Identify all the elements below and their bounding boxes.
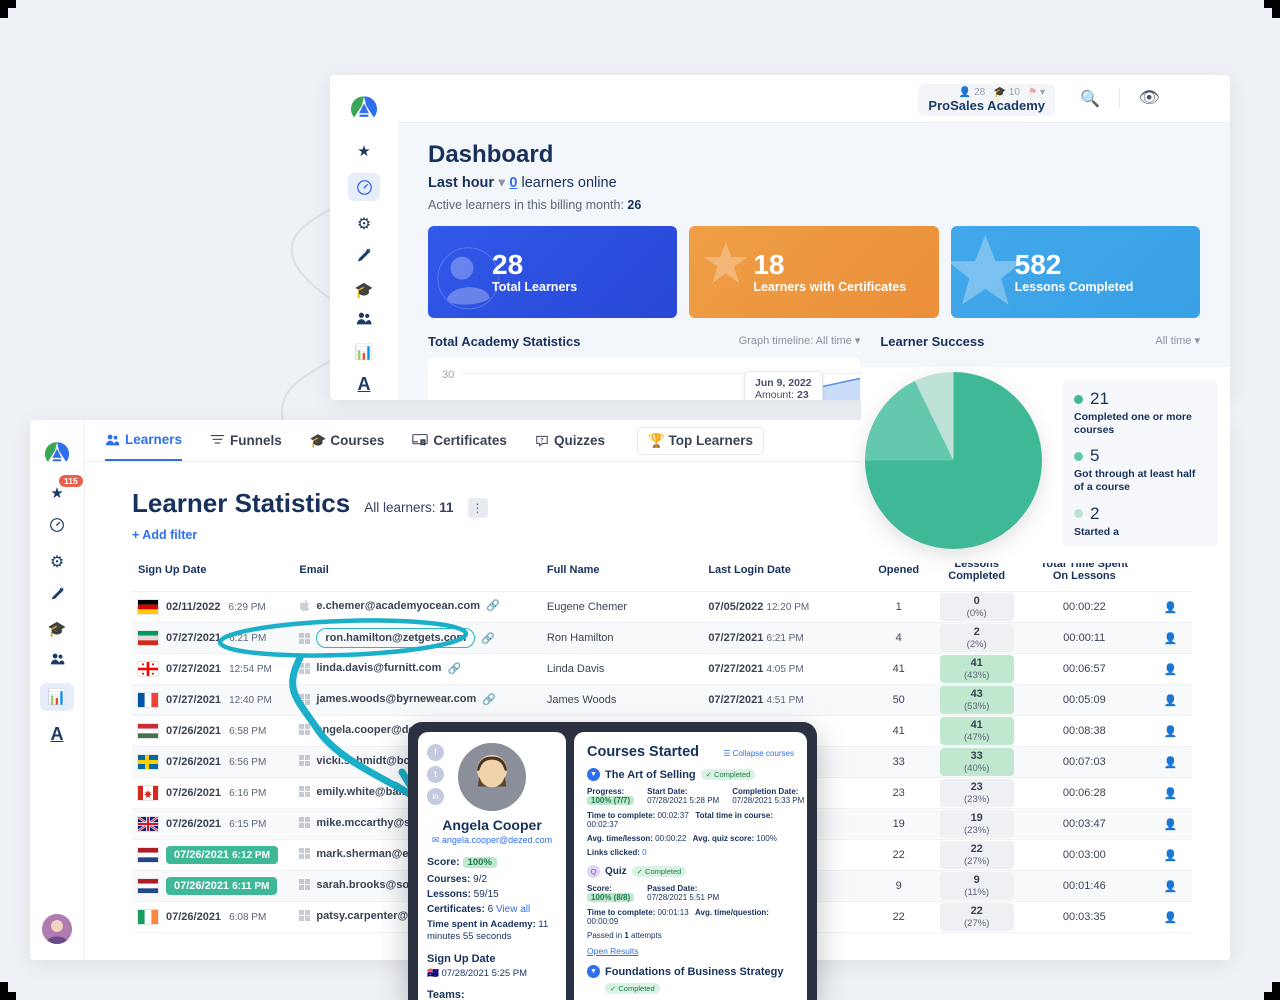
- svg-text:?: ?: [540, 437, 543, 443]
